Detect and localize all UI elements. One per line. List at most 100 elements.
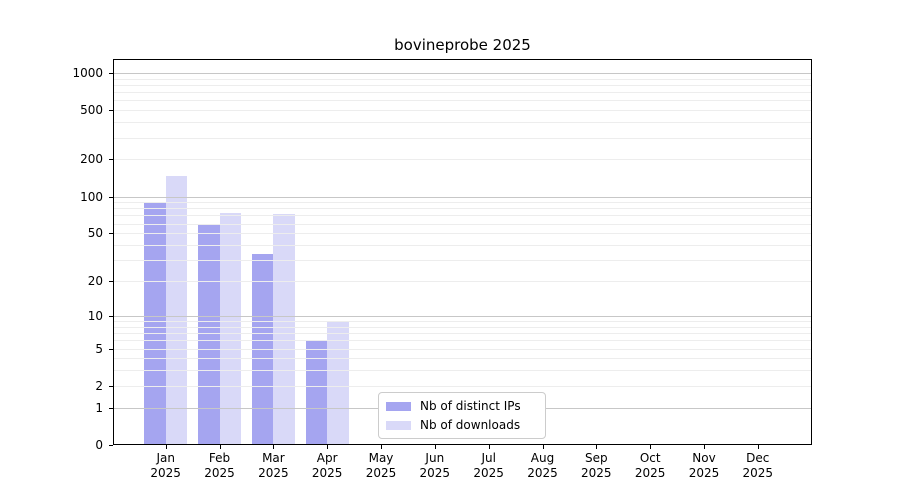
x-axis-tick-label: May 2025 (351, 451, 411, 481)
y-tick-mark (109, 72, 113, 74)
x-tick-month: Jul (481, 451, 496, 465)
x-axis-tick-label: Oct 2025 (620, 451, 680, 481)
y-axis-tick-label: 100 (80, 189, 103, 204)
y-tick-mark (109, 281, 113, 282)
x-tick-month: Sep (584, 451, 608, 465)
x-tick-mark (219, 445, 221, 449)
x-tick-month: Apr (316, 451, 338, 465)
x-tick-month: Dec (746, 451, 770, 465)
legend: Nb of distinct IPs Nb of downloads (378, 392, 546, 439)
y-axis-tick-label: 10 (87, 308, 103, 323)
y-tick-mark (109, 407, 113, 409)
y-tick-mark (109, 385, 113, 387)
gridline-minor (113, 326, 812, 328)
y-axis-tick-label: 1 (95, 400, 103, 415)
x-tick-year: 2025 (258, 466, 289, 480)
y-axis-tick-label: 50 (87, 226, 103, 241)
x-tick-year: 2025 (311, 466, 343, 480)
x-tick-year: 2025 (365, 466, 397, 480)
gridline-minor (113, 321, 812, 322)
gridline-minor (113, 260, 812, 262)
y-tick-mark (109, 315, 113, 317)
bar-distinct-ips (198, 223, 220, 445)
gridline-minor (113, 110, 812, 112)
x-axis-tick-label: Feb 2025 (190, 451, 250, 481)
bar-downloads (165, 175, 188, 445)
x-axis-tick-label: Jun 2025 (405, 451, 465, 481)
x-tick-mark (704, 445, 705, 449)
x-axis-tick-label: Aug 2025 (513, 451, 573, 481)
y-axis-tick-label: 2 (95, 378, 103, 393)
legend-label: Nb of downloads (420, 418, 521, 432)
x-tick-year: 2025 (204, 466, 235, 480)
y-tick-mark (109, 196, 113, 198)
y-axis-tick-label: 0 (95, 438, 103, 452)
y-axis-tick-label: 20 (87, 274, 103, 288)
x-tick-mark (650, 445, 652, 449)
gridline-minor (113, 233, 812, 235)
y-axis-tick-label: 1000 (72, 65, 103, 80)
gridline-minor (113, 340, 812, 342)
x-tick-month: May (368, 451, 394, 465)
bar-downloads (273, 213, 295, 445)
x-tick-mark (542, 445, 544, 449)
x-tick-mark (381, 445, 382, 449)
gridline-minor (113, 100, 812, 102)
x-tick-mark (273, 445, 275, 449)
y-tick-mark (109, 233, 113, 235)
y-tick-mark (109, 348, 113, 350)
gridline-minor (113, 202, 812, 204)
gridline-minor (113, 348, 812, 350)
chart-title: bovineprobe 2025 (394, 36, 531, 54)
gridline-minor (113, 385, 812, 387)
x-tick-mark (596, 445, 598, 449)
gridline-minor (113, 122, 812, 124)
bar-downloads (219, 213, 242, 445)
gridline-minor (113, 358, 812, 360)
x-tick-mark (434, 445, 436, 449)
gridline-minor (113, 281, 812, 282)
legend-label: Nb of distinct IPs (420, 399, 521, 413)
y-tick-mark (109, 159, 113, 161)
x-axis-tick-label: Mar 2025 (243, 451, 303, 481)
legend-item: Nb of downloads (386, 418, 536, 432)
x-axis-tick-label: Nov 2025 (674, 451, 734, 481)
x-tick-year: 2025 (473, 466, 504, 480)
x-tick-year: 2025 (742, 466, 774, 480)
bar-distinct-ips (305, 340, 328, 445)
y-axis-tick-label: 200 (80, 152, 103, 167)
x-tick-month: Feb (208, 451, 231, 465)
x-tick-year: 2025 (581, 466, 612, 480)
gridline-major (113, 72, 812, 74)
x-axis-tick-label: Apr 2025 (297, 451, 357, 481)
y-axis-tick-label: 500 (80, 103, 103, 118)
x-tick-year: 2025 (688, 466, 720, 480)
x-axis-tick-label: Sep 2025 (566, 451, 626, 481)
x-tick-mark (757, 445, 759, 449)
gridline-minor (113, 84, 812, 86)
gridline-minor (113, 245, 812, 246)
x-axis-tick-label: Jul 2025 (459, 451, 519, 481)
x-axis-tick-label: Jan 2025 (136, 451, 196, 481)
x-tick-year: 2025 (634, 466, 666, 480)
y-tick-mark (109, 110, 113, 112)
gridline-minor (113, 370, 812, 372)
x-tick-month: Nov (692, 451, 716, 465)
x-tick-mark (327, 445, 329, 449)
x-tick-year: 2025 (419, 466, 451, 480)
gridline-minor (113, 137, 812, 139)
x-tick-mark (165, 445, 167, 449)
y-axis-tick-label: 5 (95, 341, 103, 356)
x-tick-mark (488, 445, 490, 449)
x-tick-year: 2025 (150, 466, 181, 480)
gridline-major (113, 196, 812, 198)
gridline-minor (113, 333, 812, 334)
x-tick-month: Aug (530, 451, 555, 465)
x-tick-month: Jun (425, 451, 445, 465)
legend-swatch-downloads (386, 420, 411, 430)
legend-swatch-distinct-ips (386, 401, 411, 411)
bar-downloads (327, 321, 349, 445)
bar-distinct-ips (144, 203, 166, 445)
legend-item: Nb of distinct IPs (386, 399, 536, 413)
